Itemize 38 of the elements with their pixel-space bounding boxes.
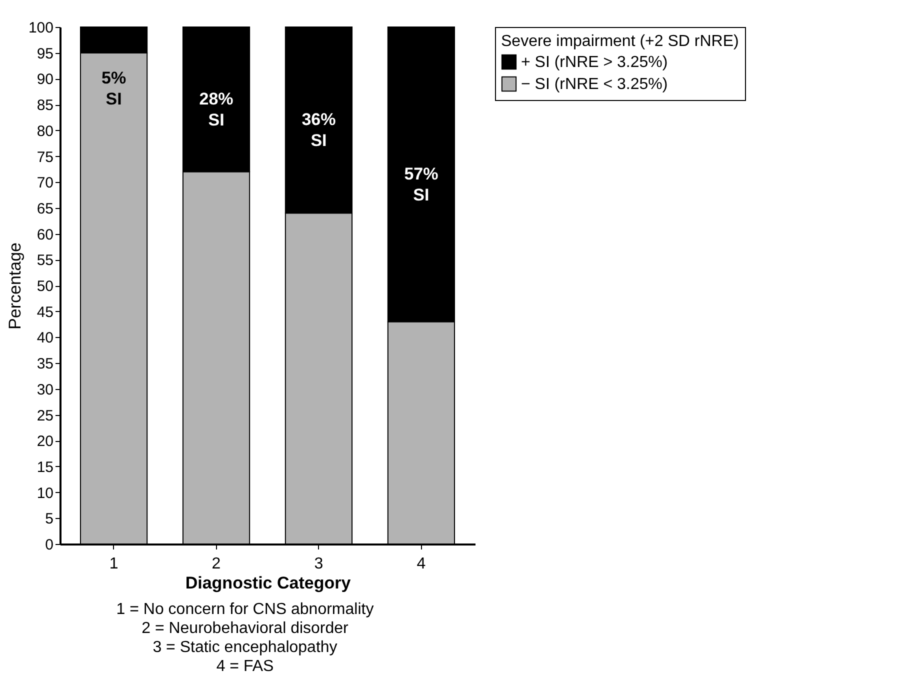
y-tick-label: 25 bbox=[36, 407, 54, 424]
y-tick-label: 0 bbox=[45, 536, 54, 554]
y-tick-label: 100 bbox=[28, 20, 54, 36]
data-label: 36% SI bbox=[302, 110, 336, 150]
y-tick-label: 20 bbox=[36, 433, 54, 450]
data-label: 28% SI bbox=[199, 89, 234, 130]
y-tick-label: 75 bbox=[36, 148, 54, 166]
y-tick-label: 15 bbox=[36, 458, 54, 476]
legend-title: Severe impairment (+2 SD rNRE) bbox=[501, 33, 739, 50]
x-tick-label: 1 bbox=[109, 556, 118, 572]
y-tick-label: 80 bbox=[36, 122, 54, 140]
y-tick-label: 30 bbox=[36, 381, 54, 398]
text: 3 = Static encephalopathy bbox=[152, 638, 338, 657]
y-tick-label: 35 bbox=[36, 356, 54, 373]
x-tick-label: 4 bbox=[416, 556, 426, 572]
x-axis-title: Diagnostic Category bbox=[185, 574, 352, 592]
y-tick-label: 55 bbox=[36, 252, 54, 270]
text: 1 = No concern for CNS abnormality bbox=[115, 600, 375, 619]
y-tick-label: 65 bbox=[36, 200, 54, 218]
y-tick-label: 45 bbox=[36, 304, 54, 321]
y-tick-label: 70 bbox=[36, 174, 54, 192]
y-tick-label: 95 bbox=[36, 45, 54, 62]
x-tick-label: 3 bbox=[314, 556, 324, 572]
text: 2 = Neurobehavioral disorder bbox=[140, 619, 350, 638]
y-tick-label: 10 bbox=[36, 484, 54, 502]
y-tick-label: 90 bbox=[36, 71, 54, 88]
y-tick-label: 50 bbox=[36, 278, 54, 295]
legend-label: + SI (rNRE > 3.25%) bbox=[521, 54, 668, 71]
legend-label: − SI (rNRE < 3.25%) bbox=[521, 76, 668, 93]
data-label: 57% SI bbox=[404, 164, 438, 204]
y-tick-label: 5 bbox=[45, 510, 54, 528]
x-tick-label: 2 bbox=[212, 556, 221, 572]
y-tick-label: 40 bbox=[36, 330, 54, 347]
y-axis-title: Percentage bbox=[5, 242, 24, 330]
y-tick-label: 85 bbox=[36, 97, 54, 114]
y-tick-label: 60 bbox=[36, 226, 54, 244]
text: 4 = FAS bbox=[215, 657, 275, 676]
data-label: 5% SI bbox=[102, 68, 126, 109]
